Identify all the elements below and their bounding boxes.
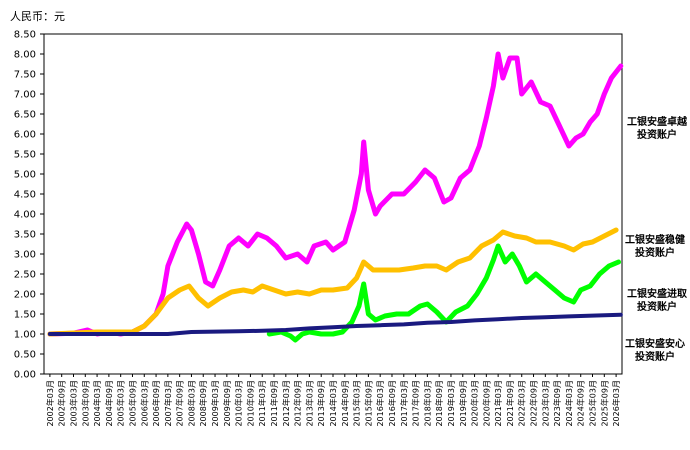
y-axis: 0.00 0.50 1.00 1.50 2.00 2.50 3.00 3.50 4.00 4.50…	[14, 30, 623, 381]
x-tick-label: 2018年09月	[434, 380, 444, 427]
x-tick-label: 2006年03月	[139, 380, 149, 427]
legend-label-line: 投资账户	[637, 130, 677, 141]
x-tick-label: 2013年03月	[304, 380, 314, 427]
legend-item-jinqu: 工银安盛进取 投资账户	[622, 288, 690, 314]
y-tick-label: 8.00	[14, 50, 36, 61]
x-tick-label: 2025年03月	[588, 380, 598, 427]
x-tick-label: 2004年09月	[104, 380, 114, 427]
x-tick-label: 2018年03月	[422, 380, 432, 427]
y-tick-label: 6.50	[14, 110, 36, 121]
x-tick-label: 2020年09月	[481, 380, 491, 427]
y-tick-label: 3.50	[14, 230, 36, 241]
y-tick-label: 4.50	[14, 190, 36, 201]
x-tick-label: 2025年09月	[599, 380, 609, 427]
x-tick-label: 2005年03月	[116, 380, 126, 427]
y-tick-label: 0.50	[14, 350, 36, 361]
x-tick-label: 2010年03月	[234, 380, 244, 427]
x-tick-label: 2010年09月	[245, 380, 255, 427]
y-tick-label: 2.00	[14, 290, 36, 301]
x-tick-label: 2002年09月	[57, 380, 67, 427]
series-line-3	[47, 312, 623, 336]
y-tick-label: 7.00	[14, 90, 36, 101]
y-tick-label: 4.00	[14, 210, 36, 221]
x-tick-label: 2007年09月	[175, 380, 185, 427]
x-tick-label: 2024年09月	[576, 380, 586, 427]
x-tick-label: 2026年03月	[611, 380, 621, 427]
legend-label-line: 工银安盛进取	[627, 289, 687, 300]
x-tick-label: 2013年09月	[316, 380, 326, 427]
x-axis: 2002年03月 2002年09月 2003年03月 2003年09月 2004年03月…	[45, 374, 621, 427]
legend-item-zhuoyue: 工银安盛卓越 投资账户	[622, 116, 690, 142]
x-tick-label: 2023年09月	[552, 380, 562, 427]
x-tick-label: 2020年03月	[470, 380, 480, 427]
x-tick-label: 2021年03月	[493, 380, 503, 427]
legend-label-line: 投资账户	[637, 302, 677, 313]
legend-label-line: 工银安盛安心	[625, 339, 685, 350]
x-tick-label: 2005年09月	[127, 380, 137, 427]
x-tick-label: 2022年03月	[517, 380, 527, 427]
legend-item-anxin: 工银安盛安心 投资账户	[620, 338, 690, 364]
series-line-0	[47, 51, 624, 337]
x-tick-label: 2016年09月	[387, 380, 397, 427]
x-tick-label: 2011年03月	[257, 380, 267, 427]
x-tick-label: 2019年09月	[458, 380, 468, 427]
x-tick-label: 2003年09月	[80, 380, 90, 427]
x-tick-label: 2022年09月	[529, 380, 539, 427]
y-tick-label: 1.50	[14, 310, 36, 321]
y-tick-label: 6.00	[14, 130, 36, 141]
x-tick-label: 2007年03月	[163, 380, 173, 427]
y-tick-label: 8.50	[14, 30, 36, 41]
series-lines	[47, 51, 624, 343]
y-tick-label: 3.00	[14, 250, 36, 261]
x-tick-label: 2019年03月	[446, 380, 456, 427]
y-tick-label: 2.50	[14, 270, 36, 281]
y-tick-label: 7.50	[14, 70, 36, 81]
x-tick-label: 2004年03月	[92, 380, 102, 427]
x-tick-label: 2008年03月	[186, 380, 196, 427]
legend-label-line: 工银安盛稳健	[625, 235, 685, 246]
legend-label-line: 投资账户	[635, 248, 675, 259]
x-tick-label: 2014年09月	[340, 380, 350, 427]
y-tick-label: 0.00	[14, 370, 36, 381]
x-tick-label: 2012年09月	[293, 380, 303, 427]
x-tick-label: 2024年03月	[564, 380, 574, 427]
legend-label-line: 工银安盛卓越	[627, 117, 687, 128]
y-tick-label: 5.50	[14, 150, 36, 161]
x-tick-label: 2016年03月	[375, 380, 385, 427]
x-tick-label: 2021年09月	[505, 380, 515, 427]
x-tick-label: 2003年03月	[68, 380, 78, 427]
x-tick-label: 2017年09月	[411, 380, 421, 427]
legend-label-line: 投资账户	[635, 352, 675, 363]
series-line-1	[47, 227, 619, 337]
x-tick-label: 2002年03月	[45, 380, 55, 427]
x-tick-label: 2012年03月	[281, 380, 291, 427]
y-tick-label: 5.00	[14, 170, 36, 181]
x-tick-label: 2011年09月	[269, 380, 279, 427]
x-tick-label: 2014年03月	[328, 380, 338, 427]
legend-item-wenjian: 工银安盛稳健 投资账户	[620, 234, 690, 260]
unit-label: 人民币：元	[10, 10, 65, 23]
y-tick-label: 1.00	[14, 330, 36, 341]
x-tick-label: 2006年09月	[151, 380, 161, 427]
x-tick-label: 2009年09月	[222, 380, 232, 427]
x-tick-label: 2009年03月	[210, 380, 220, 427]
x-tick-label: 2008年09月	[198, 380, 208, 427]
x-tick-label: 2017年03月	[399, 380, 409, 427]
x-tick-label: 2015年09月	[363, 380, 373, 427]
x-tick-label: 2015年03月	[352, 380, 362, 427]
x-tick-label: 2023年03月	[540, 380, 550, 427]
